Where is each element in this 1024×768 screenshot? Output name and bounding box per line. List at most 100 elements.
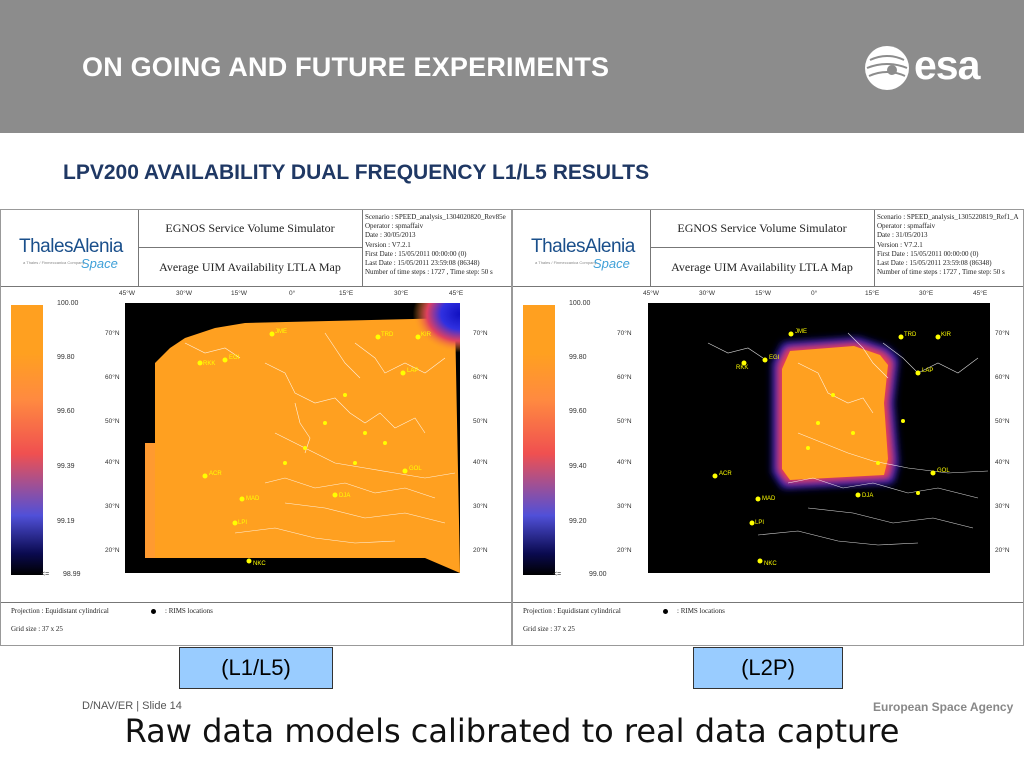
station-label: GOL: [409, 466, 422, 472]
station-labels: JME EGI RKK TRD KIR LAP ACR MAD LPI NKC …: [719, 329, 952, 567]
legend-value: 99.60: [569, 408, 587, 415]
lon-label: 30°E: [919, 290, 934, 297]
station-dot: [816, 421, 820, 425]
rims-label: : RIMS locations: [677, 607, 725, 615]
lon-label: 0°: [811, 290, 818, 297]
legend-value: 99.80: [57, 354, 75, 361]
station-label: KIR: [421, 332, 432, 338]
station-rkk: [197, 360, 203, 366]
lat-label: 30°N: [995, 503, 1010, 510]
lat-label: 40°N: [473, 459, 488, 466]
coverage-region-fringe: [145, 443, 155, 558]
meta-line: Version : V7.2.1: [877, 240, 923, 249]
lon-label: 45°W: [643, 290, 659, 297]
lat-label: 60°N: [105, 374, 120, 381]
slide-caption: Raw data models calibrated to real data …: [124, 712, 900, 750]
station-label: DJA: [339, 493, 350, 499]
meta-line: Date : 30/05/2013: [365, 231, 416, 240]
station-dot: [876, 461, 880, 465]
station-label: NKC: [764, 561, 777, 567]
station-labels: JME EGI RKK TRD KIR LAP ACR MAD LPI NKC …: [203, 329, 432, 567]
lat-label: 50°N: [105, 418, 120, 425]
meta-line: Last Date : 15/05/2011 23:59:08 (86348): [365, 259, 480, 268]
station-dot: [363, 431, 367, 435]
slide-subtitle: LPV200 AVAILABILITY DUAL FREQUENCY L1/L5…: [63, 161, 650, 184]
station-label: LAP: [922, 368, 933, 374]
lat-label: 30°N: [105, 503, 120, 510]
map-title: Average UIM Availability LTLA Map: [650, 248, 875, 286]
rims-label: : RIMS locations: [165, 607, 213, 615]
legend-value: 98.99: [63, 571, 81, 578]
station-dot: [806, 446, 810, 450]
station-dot: [916, 491, 920, 495]
label-l1l5: (L1/L5): [179, 647, 333, 689]
station-dot: [303, 446, 307, 450]
station-label: TRD: [904, 332, 917, 338]
station-trd: [375, 334, 381, 340]
station-lap: [400, 370, 406, 376]
thales-tag: a Thales / Finmeccanica Company: [535, 260, 597, 265]
coastlines: [184, 332, 456, 544]
lat-label: 40°N: [617, 459, 632, 466]
meta-line: Version : V7.2.1: [365, 240, 411, 249]
esa-logo-globe-icon: [865, 46, 909, 90]
meta-line: Scenario : SPEED_analysis_1304020820_Rev…: [365, 213, 506, 221]
station-label: JME: [795, 329, 807, 335]
station-label: NKC: [253, 561, 266, 567]
projection-label: Projection : Equidistant cylindrical: [11, 607, 109, 615]
simulator-title: EGNOS Service Volume Simulator: [650, 210, 875, 248]
availability-map-svg: JME EGI RKK TRD KIR LAP ACR MAD LPI NKC …: [707, 329, 989, 567]
station-gol: [402, 468, 408, 474]
station-lpi: [749, 520, 755, 526]
station-dja: [855, 492, 861, 498]
station-label: DJA: [862, 493, 873, 499]
station-acr: [202, 473, 208, 479]
station-label: RKK: [736, 365, 748, 371]
station-gol: [930, 470, 936, 476]
rims-legend-dot: [663, 609, 668, 614]
panel-header: ThalesAlenia a Thales / Finmeccanica Com…: [513, 210, 1023, 287]
lon-label: 15°E: [339, 290, 354, 297]
station-label: EGI: [769, 355, 780, 361]
lon-label: 30°W: [176, 290, 192, 297]
panel-footer: Projection : Equidistant cylindrical : R…: [513, 602, 1023, 645]
lat-label: 60°N: [473, 374, 488, 381]
lat-label: 50°N: [617, 418, 632, 425]
simulator-panel-l2p: ThalesAlenia a Thales / Finmeccanica Com…: [512, 209, 1024, 646]
station-lap: [915, 370, 921, 376]
thales-name: ThalesAlenia: [531, 236, 635, 257]
lon-label: 15°W: [755, 290, 771, 297]
rims-stations: [712, 331, 941, 564]
lat-label: 50°N: [473, 418, 488, 425]
legend-value: 99.39: [57, 463, 75, 470]
lon-label: 15°W: [231, 290, 247, 297]
legend-value: 99.40: [569, 463, 587, 470]
scenario-metadata: Scenario : SPEED_analysis_1304020820_Rev…: [365, 213, 511, 277]
station-egi: [762, 357, 768, 363]
esa-logo: esa: [862, 42, 1002, 94]
coastlines: [707, 332, 989, 546]
rims-stations: [197, 331, 421, 564]
lat-label: 50°N: [995, 418, 1010, 425]
station-dot: [283, 461, 287, 465]
simulator-panel-l1l5: ThalesAlenia a Thales / Finmeccanica Com…: [0, 209, 512, 646]
lat-label: 70°N: [617, 330, 632, 337]
thales-name: ThalesAlenia: [19, 236, 123, 257]
legend-value: 99.20: [569, 518, 587, 525]
station-label: LAP: [407, 368, 418, 374]
lat-label: 30°N: [617, 503, 632, 510]
meta-line: Date : 31/05/2013: [877, 231, 928, 240]
station-dja: [332, 492, 338, 498]
legend-value: 100.00: [57, 300, 79, 307]
lon-label: 30°E: [394, 290, 409, 297]
meta-line: Last Date : 15/05/2011 23:59:08 (86348): [877, 259, 992, 268]
station-dot: [343, 393, 347, 397]
scenario-metadata: Scenario : SPEED_analysis_1305220819_Ref…: [877, 213, 1023, 277]
slide-header: ON GOING AND FUTURE EXPERIMENTS esa: [0, 0, 1024, 133]
meta-line: Scenario : SPEED_analysis_1305220819_Ref…: [877, 213, 1019, 221]
availability-map-svg: JME EGI RKK TRD KIR LAP ACR MAD LPI NKC …: [145, 303, 460, 573]
lat-label: 70°N: [105, 330, 120, 337]
meta-line: First Date : 15/05/2011 00:00:00 (0): [365, 249, 467, 258]
station-label: MAD: [246, 496, 260, 502]
panel-footer: Projection : Equidistant cylindrical : R…: [1, 602, 511, 645]
